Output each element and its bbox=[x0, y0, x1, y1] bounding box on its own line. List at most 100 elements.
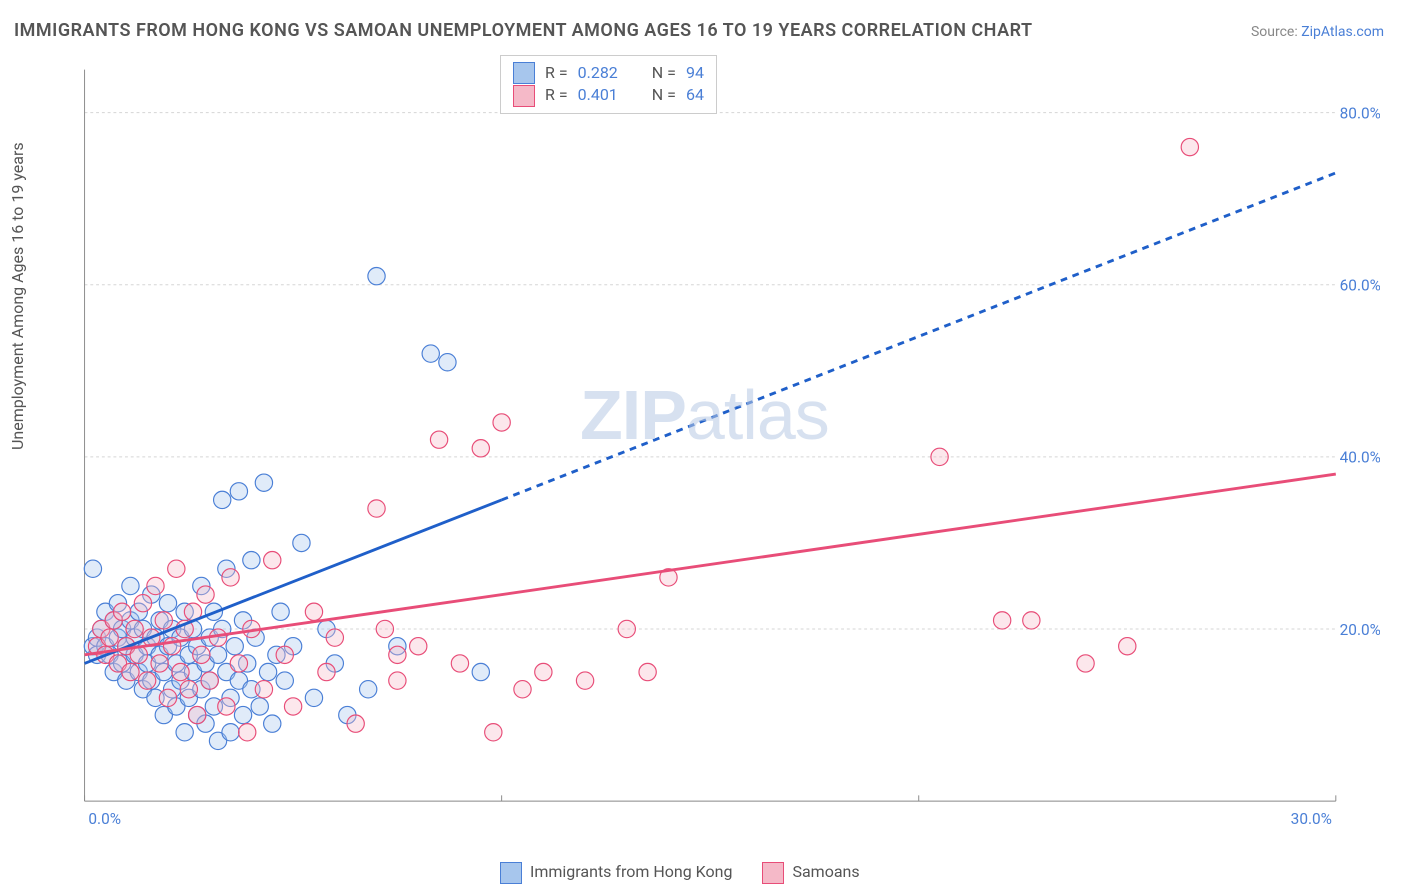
data-point bbox=[347, 715, 364, 732]
data-point bbox=[201, 672, 218, 689]
data-point bbox=[451, 655, 468, 672]
source-link[interactable]: ZipAtlas.com bbox=[1301, 24, 1384, 40]
legend-label: Immigrants from Hong Kong bbox=[530, 862, 732, 881]
data-point bbox=[618, 620, 635, 637]
data-point bbox=[243, 551, 260, 568]
legend-item: Samoans bbox=[762, 862, 859, 884]
data-point bbox=[1181, 138, 1198, 155]
legend-swatch bbox=[513, 62, 535, 84]
legend-swatch bbox=[513, 85, 535, 107]
x-tick-label: 0.0% bbox=[88, 810, 121, 828]
data-point bbox=[472, 440, 489, 457]
data-point bbox=[168, 560, 185, 577]
data-point bbox=[318, 663, 335, 680]
correlation-legend: R = 0.282N = 94R = 0.401 N = 64 bbox=[500, 55, 717, 114]
legend-item: Immigrants from Hong Kong bbox=[500, 862, 732, 884]
n-label: N = bbox=[652, 62, 676, 84]
series-legend: Immigrants from Hong Kong Samoans bbox=[500, 862, 860, 884]
data-point bbox=[197, 586, 214, 603]
source-attribution: Source: ZipAtlas.com bbox=[1251, 24, 1384, 40]
data-point bbox=[218, 698, 235, 715]
y-tick-label: 40.0% bbox=[1340, 449, 1380, 467]
data-point bbox=[264, 551, 281, 568]
data-point bbox=[360, 681, 377, 698]
data-point bbox=[305, 689, 322, 706]
data-point bbox=[485, 724, 502, 741]
source-prefix: Source: bbox=[1251, 24, 1301, 40]
legend-row: R = 0.282N = 94 bbox=[513, 62, 704, 84]
data-point bbox=[389, 672, 406, 689]
data-point bbox=[272, 603, 289, 620]
n-label: N = bbox=[652, 84, 676, 106]
data-point bbox=[514, 681, 531, 698]
data-point bbox=[389, 646, 406, 663]
scatter-chart-svg: 20.0% 40.0% 60.0% 80.0% 0.0% 30.0% bbox=[50, 60, 1380, 830]
data-point bbox=[430, 431, 447, 448]
data-point bbox=[101, 629, 118, 646]
data-point bbox=[180, 681, 197, 698]
x-tick-label: 30.0% bbox=[1291, 810, 1332, 828]
data-point bbox=[368, 268, 385, 285]
data-point bbox=[155, 612, 172, 629]
data-point bbox=[214, 491, 231, 508]
r-label: R = bbox=[545, 84, 568, 106]
data-point bbox=[159, 689, 176, 706]
legend-row: R = 0.401 N = 64 bbox=[513, 84, 704, 106]
data-point bbox=[251, 698, 268, 715]
data-point bbox=[189, 706, 206, 723]
data-point bbox=[276, 672, 293, 689]
data-point bbox=[222, 724, 239, 741]
data-point bbox=[113, 603, 130, 620]
data-point bbox=[172, 663, 189, 680]
data-point bbox=[230, 483, 247, 500]
data-point bbox=[230, 655, 247, 672]
data-point bbox=[293, 534, 310, 551]
data-point bbox=[147, 577, 164, 594]
legend-label: Samoans bbox=[792, 862, 859, 881]
data-point bbox=[84, 560, 101, 577]
data-point bbox=[255, 474, 272, 491]
data-point bbox=[422, 345, 439, 362]
data-point bbox=[368, 500, 385, 517]
data-point bbox=[234, 706, 251, 723]
n-value: 64 bbox=[686, 84, 704, 106]
data-point bbox=[176, 724, 193, 741]
data-point bbox=[226, 638, 243, 655]
data-point bbox=[138, 672, 155, 689]
data-point bbox=[576, 672, 593, 689]
n-value: 94 bbox=[686, 62, 704, 84]
data-point bbox=[535, 663, 552, 680]
data-point bbox=[326, 629, 343, 646]
y-tick-label: 20.0% bbox=[1340, 621, 1380, 639]
data-point bbox=[931, 448, 948, 465]
data-point bbox=[264, 715, 281, 732]
data-point bbox=[376, 620, 393, 637]
trend-line-extrapolated bbox=[502, 173, 1336, 500]
data-point bbox=[1119, 638, 1136, 655]
y-tick-label: 60.0% bbox=[1340, 277, 1380, 295]
data-point bbox=[222, 569, 239, 586]
data-point bbox=[255, 681, 272, 698]
data-point bbox=[122, 663, 139, 680]
chart-area: 20.0% 40.0% 60.0% 80.0% 0.0% 30.0% bbox=[50, 60, 1380, 830]
data-point bbox=[122, 577, 139, 594]
r-value: 0.401 bbox=[578, 84, 618, 106]
data-point bbox=[305, 603, 322, 620]
data-point bbox=[259, 663, 276, 680]
data-point bbox=[472, 663, 489, 680]
data-point bbox=[1077, 655, 1094, 672]
data-point bbox=[134, 595, 151, 612]
data-point bbox=[239, 724, 256, 741]
data-point bbox=[639, 663, 656, 680]
data-point bbox=[159, 595, 176, 612]
data-point bbox=[126, 620, 143, 637]
data-point bbox=[1023, 612, 1040, 629]
legend-swatch bbox=[500, 862, 522, 884]
y-tick-label: 80.0% bbox=[1340, 104, 1380, 122]
data-point bbox=[439, 354, 456, 371]
data-point bbox=[493, 414, 510, 431]
data-point bbox=[276, 646, 293, 663]
data-point bbox=[993, 612, 1010, 629]
chart-title: IMMIGRANTS FROM HONG KONG VS SAMOAN UNEM… bbox=[14, 20, 1033, 41]
legend-swatch bbox=[762, 862, 784, 884]
